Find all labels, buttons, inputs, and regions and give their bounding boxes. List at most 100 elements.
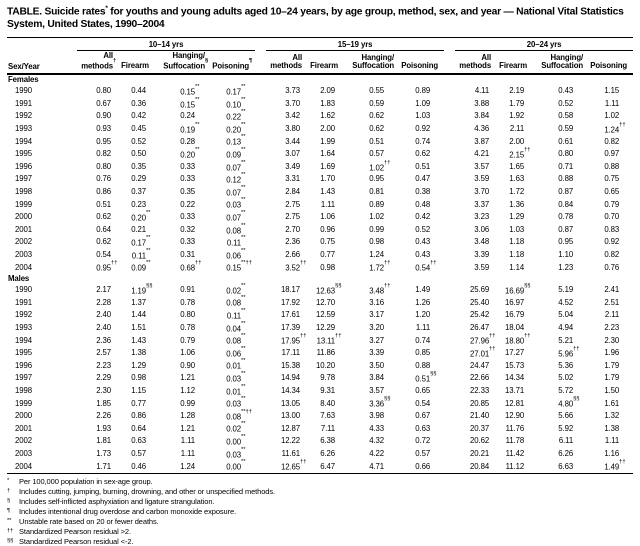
rate-cell: 4.33	[369, 423, 385, 433]
rate-cell: 0.64	[131, 423, 146, 433]
column-header: Hanging/Suffocation	[529, 50, 588, 75]
column-header: Firearm	[117, 50, 151, 75]
rate-cell: 0.24	[180, 111, 195, 121]
rate-cell: 0.85	[415, 348, 431, 358]
column-gap	[255, 448, 266, 461]
section-row: Males	[7, 274, 633, 284]
rate-cell: 4.71	[369, 461, 385, 471]
rate-cell: 0.92	[415, 124, 431, 134]
column-gap	[444, 261, 455, 274]
column-gap	[255, 37, 266, 50]
rate-cell: 2.26	[96, 411, 111, 421]
rate-cell: 0.99	[180, 398, 195, 408]
year-cell: 1992	[15, 310, 32, 320]
rate-cell: 13.00	[281, 411, 301, 421]
rate-cell: 5.72	[558, 385, 574, 395]
rate-cell: 18.17	[281, 285, 301, 295]
rate-cell: 5.92	[558, 423, 574, 433]
title-footnote-marker: *	[105, 5, 108, 12]
rate-cell: 0.09**	[226, 146, 246, 160]
column-gap	[255, 148, 266, 161]
rate-cell: 0.61	[558, 136, 574, 146]
rate-cell: 1.23	[558, 262, 574, 272]
footnote: § Includes self-inflicted asphyxiation an…	[7, 497, 633, 507]
rate-cell: 1.21	[180, 423, 195, 433]
rate-cell: 1.99	[320, 136, 336, 146]
rate-cell: 2.29	[96, 373, 111, 383]
rate-cell: 11.42	[505, 448, 525, 458]
rate-cell: 0.33	[180, 212, 195, 222]
rate-cell: 3.36§§	[369, 396, 391, 409]
rate-cell: 3.48	[474, 237, 490, 247]
section-label: Males	[8, 273, 30, 283]
rate-cell: 0.86	[131, 411, 146, 421]
rate-cell: 0.20**	[131, 209, 151, 223]
rate-cell: 1.93	[96, 423, 111, 433]
rate-cell: 1.70	[320, 174, 336, 184]
rate-cell: 3.73	[285, 86, 301, 96]
rate-cell: 12.29	[316, 322, 336, 332]
column-gap	[444, 37, 455, 50]
rate-cell: 20.84	[470, 461, 490, 471]
rate-cell: 1.38	[604, 423, 620, 433]
column-gap	[255, 173, 266, 186]
rate-cell: 1.24††	[604, 121, 626, 135]
rate-cell: 2.23	[96, 360, 111, 370]
table-row: 2004 0.95†† 0.09** 0.68†† 0.15**†† 3.52†† 0.98…	[7, 260, 633, 274]
column-gap	[255, 261, 266, 274]
rate-cell: 1.43	[320, 187, 336, 197]
year-cell: 2000	[15, 411, 32, 421]
rate-cell: 22.66	[470, 373, 490, 383]
column-gap	[255, 198, 266, 211]
rate-cell: 1.24	[180, 461, 195, 471]
rate-cell: 1.15	[604, 86, 620, 96]
year-cell: 2002	[15, 436, 32, 446]
rate-cell: 0.52	[558, 98, 574, 108]
rate-cell: 0.01**	[226, 358, 246, 372]
rate-cell: 0.62	[369, 111, 385, 121]
rate-cell: 5.02	[558, 373, 574, 383]
rate-cell: 12.65††	[281, 459, 307, 472]
rate-cell: 0.51	[96, 199, 111, 209]
column-gap	[255, 334, 266, 347]
rate-cell: 1.11	[604, 98, 620, 108]
column-gap	[444, 135, 455, 148]
rate-cell: 1.06	[180, 348, 195, 358]
column-header-row: Sex/Year All methods† Firearm Hanging/Suffoc…	[7, 50, 634, 75]
column-gap	[444, 410, 455, 423]
rate-cell: 0.62	[96, 212, 111, 222]
year-cell: 2001	[15, 423, 32, 433]
rate-cell: 4.22	[369, 448, 385, 458]
column-gap	[444, 359, 455, 372]
column-gap	[255, 284, 266, 297]
column-gap	[255, 410, 266, 423]
rate-cell: 16.97	[505, 297, 525, 307]
rate-cell: 1.12	[180, 385, 195, 395]
rate-cell: 0.21	[131, 224, 146, 234]
rate-cell: 7.63	[320, 411, 336, 421]
rate-cell: 3.48††	[369, 282, 391, 296]
rate-cell: 10.20	[316, 360, 336, 370]
rate-cell: 0.57	[131, 448, 146, 458]
rate-cell: 15.73	[505, 360, 525, 370]
rate-cell: 0.51	[415, 161, 431, 171]
rate-cell: 2.23	[604, 322, 620, 332]
rate-cell: 2.36	[96, 335, 111, 345]
table-row: 1990 0.80 0.44 0.15** 0.17** 3.73 2.09 0.55 0.89…	[7, 84, 633, 98]
rate-cell: 1.85	[96, 398, 111, 408]
rate-cell: 0.77	[131, 398, 146, 408]
rate-cell: 3.39	[474, 250, 490, 259]
rate-cell: 3.84	[369, 373, 385, 383]
column-gap	[444, 334, 455, 347]
column-gap	[444, 123, 455, 136]
rate-cell: 17.92	[281, 297, 301, 307]
column-gap	[255, 135, 266, 148]
footnote: ¶ Includes intentional drug overdose and …	[7, 507, 633, 517]
rate-cell: 20.21	[470, 448, 490, 458]
rate-cell: 0.17**	[131, 235, 151, 248]
rate-cell: 0.68††	[180, 260, 202, 273]
column-gap	[255, 422, 266, 435]
rate-cell: 0.67	[415, 411, 431, 421]
table-row: 1997 0.76 0.29 0.33 0.12** 3.31 1.70 0.95 0.47 3.…	[7, 172, 633, 186]
footnote-symbol: ††	[7, 527, 14, 534]
